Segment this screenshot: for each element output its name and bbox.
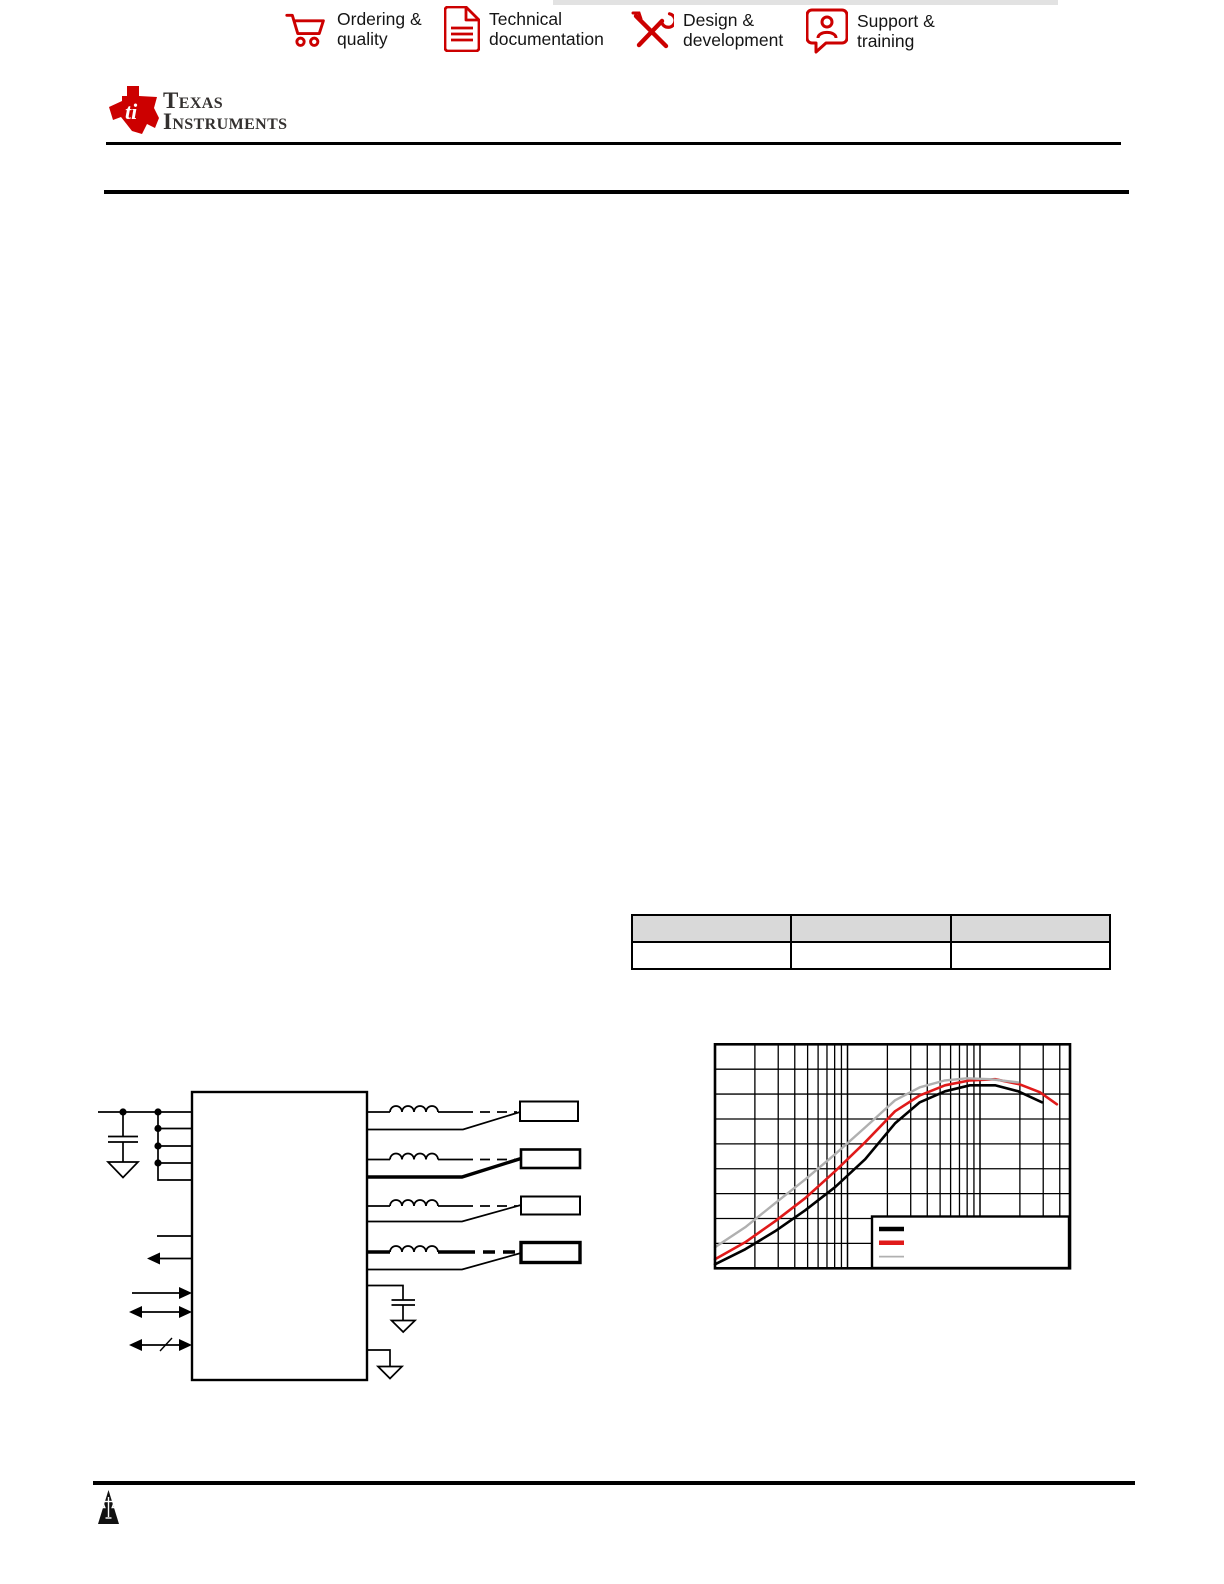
feedback-switch-ch4 (367, 1252, 522, 1271)
footer-rule (93, 1481, 1135, 1485)
load-box-ch2 (519, 1148, 582, 1170)
plot-frame (713, 1043, 1072, 1270)
gray-curve (713, 1077, 1020, 1249)
svg-text:ti: ti (125, 99, 138, 124)
load-box-ch4 (519, 1240, 582, 1265)
nav-technical-documentation[interactable]: Technical documentation (444, 6, 604, 52)
table-header-cell (633, 916, 790, 941)
input-bus (157, 1112, 192, 1181)
header-rule-2 (104, 190, 1129, 194)
device-info-table (631, 914, 1111, 970)
red-curve (713, 1077, 1059, 1261)
nav-label: Technical documentation (489, 8, 604, 50)
feedback-switch-ch1 (367, 1111, 521, 1131)
table-body-row (633, 943, 1109, 968)
inductor-ch3 (389, 1199, 439, 1207)
arrow-head (129, 1339, 142, 1351)
arrow-head (147, 1252, 160, 1265)
table-header-cell (790, 916, 949, 941)
load-box-ch1 (519, 1100, 579, 1122)
inductor-ch1 (389, 1105, 439, 1113)
top-crop-artifact (553, 0, 1058, 5)
nav-design-development[interactable]: Design & development (628, 8, 783, 52)
wrench-screwdriver-icon (628, 8, 674, 52)
ground-symbol-input (105, 1161, 141, 1179)
application-schematic (98, 1090, 582, 1382)
header-rule-1 (106, 142, 1121, 145)
table-cell (790, 943, 949, 968)
ic-block (190, 1090, 369, 1382)
nav-support-training[interactable]: Support & training (806, 8, 935, 54)
table-cell (949, 943, 1109, 968)
inductor-ch4 (389, 1245, 439, 1253)
gnd-pin (367, 1349, 391, 1367)
input-capacitor (108, 1112, 138, 1162)
feedback-switch-ch2 (367, 1156, 522, 1179)
nav-label: Design & development (683, 9, 784, 51)
table-header-cell (949, 916, 1109, 941)
nav-label: Ordering & quality (337, 8, 422, 50)
efficiency-chart (713, 1043, 1072, 1270)
nav-ordering-quality[interactable]: Ordering & quality (284, 8, 422, 50)
input-pin-lines (158, 1127, 192, 1164)
output-capacitor (367, 1284, 415, 1321)
arrow-head (179, 1287, 192, 1299)
arrow-head (129, 1306, 142, 1318)
arrow-head (179, 1339, 192, 1351)
arrow-head (179, 1306, 192, 1318)
ground-symbol-out (389, 1319, 418, 1334)
black-curve (713, 1084, 1044, 1266)
cart-icon (284, 8, 328, 50)
table-header-row (633, 916, 1109, 943)
load-box-ch3 (520, 1195, 581, 1216)
junction-dots (119, 1108, 162, 1167)
bus-slash (159, 1337, 173, 1352)
ti-texas-logo-icon: ti (108, 84, 160, 136)
ground-symbol-gnd (375, 1365, 405, 1380)
legend-box (870, 1215, 1071, 1270)
ti-logo-text: Texas Instruments (163, 88, 288, 134)
feedback-switch-ch3 (367, 1204, 522, 1223)
document-icon (444, 6, 480, 52)
table-cell (633, 943, 790, 968)
scales-warning-icon (98, 1490, 119, 1524)
inductor-ch2 (389, 1152, 439, 1160)
nav-label: Support & training (857, 10, 935, 52)
person-chat-icon (806, 8, 848, 54)
